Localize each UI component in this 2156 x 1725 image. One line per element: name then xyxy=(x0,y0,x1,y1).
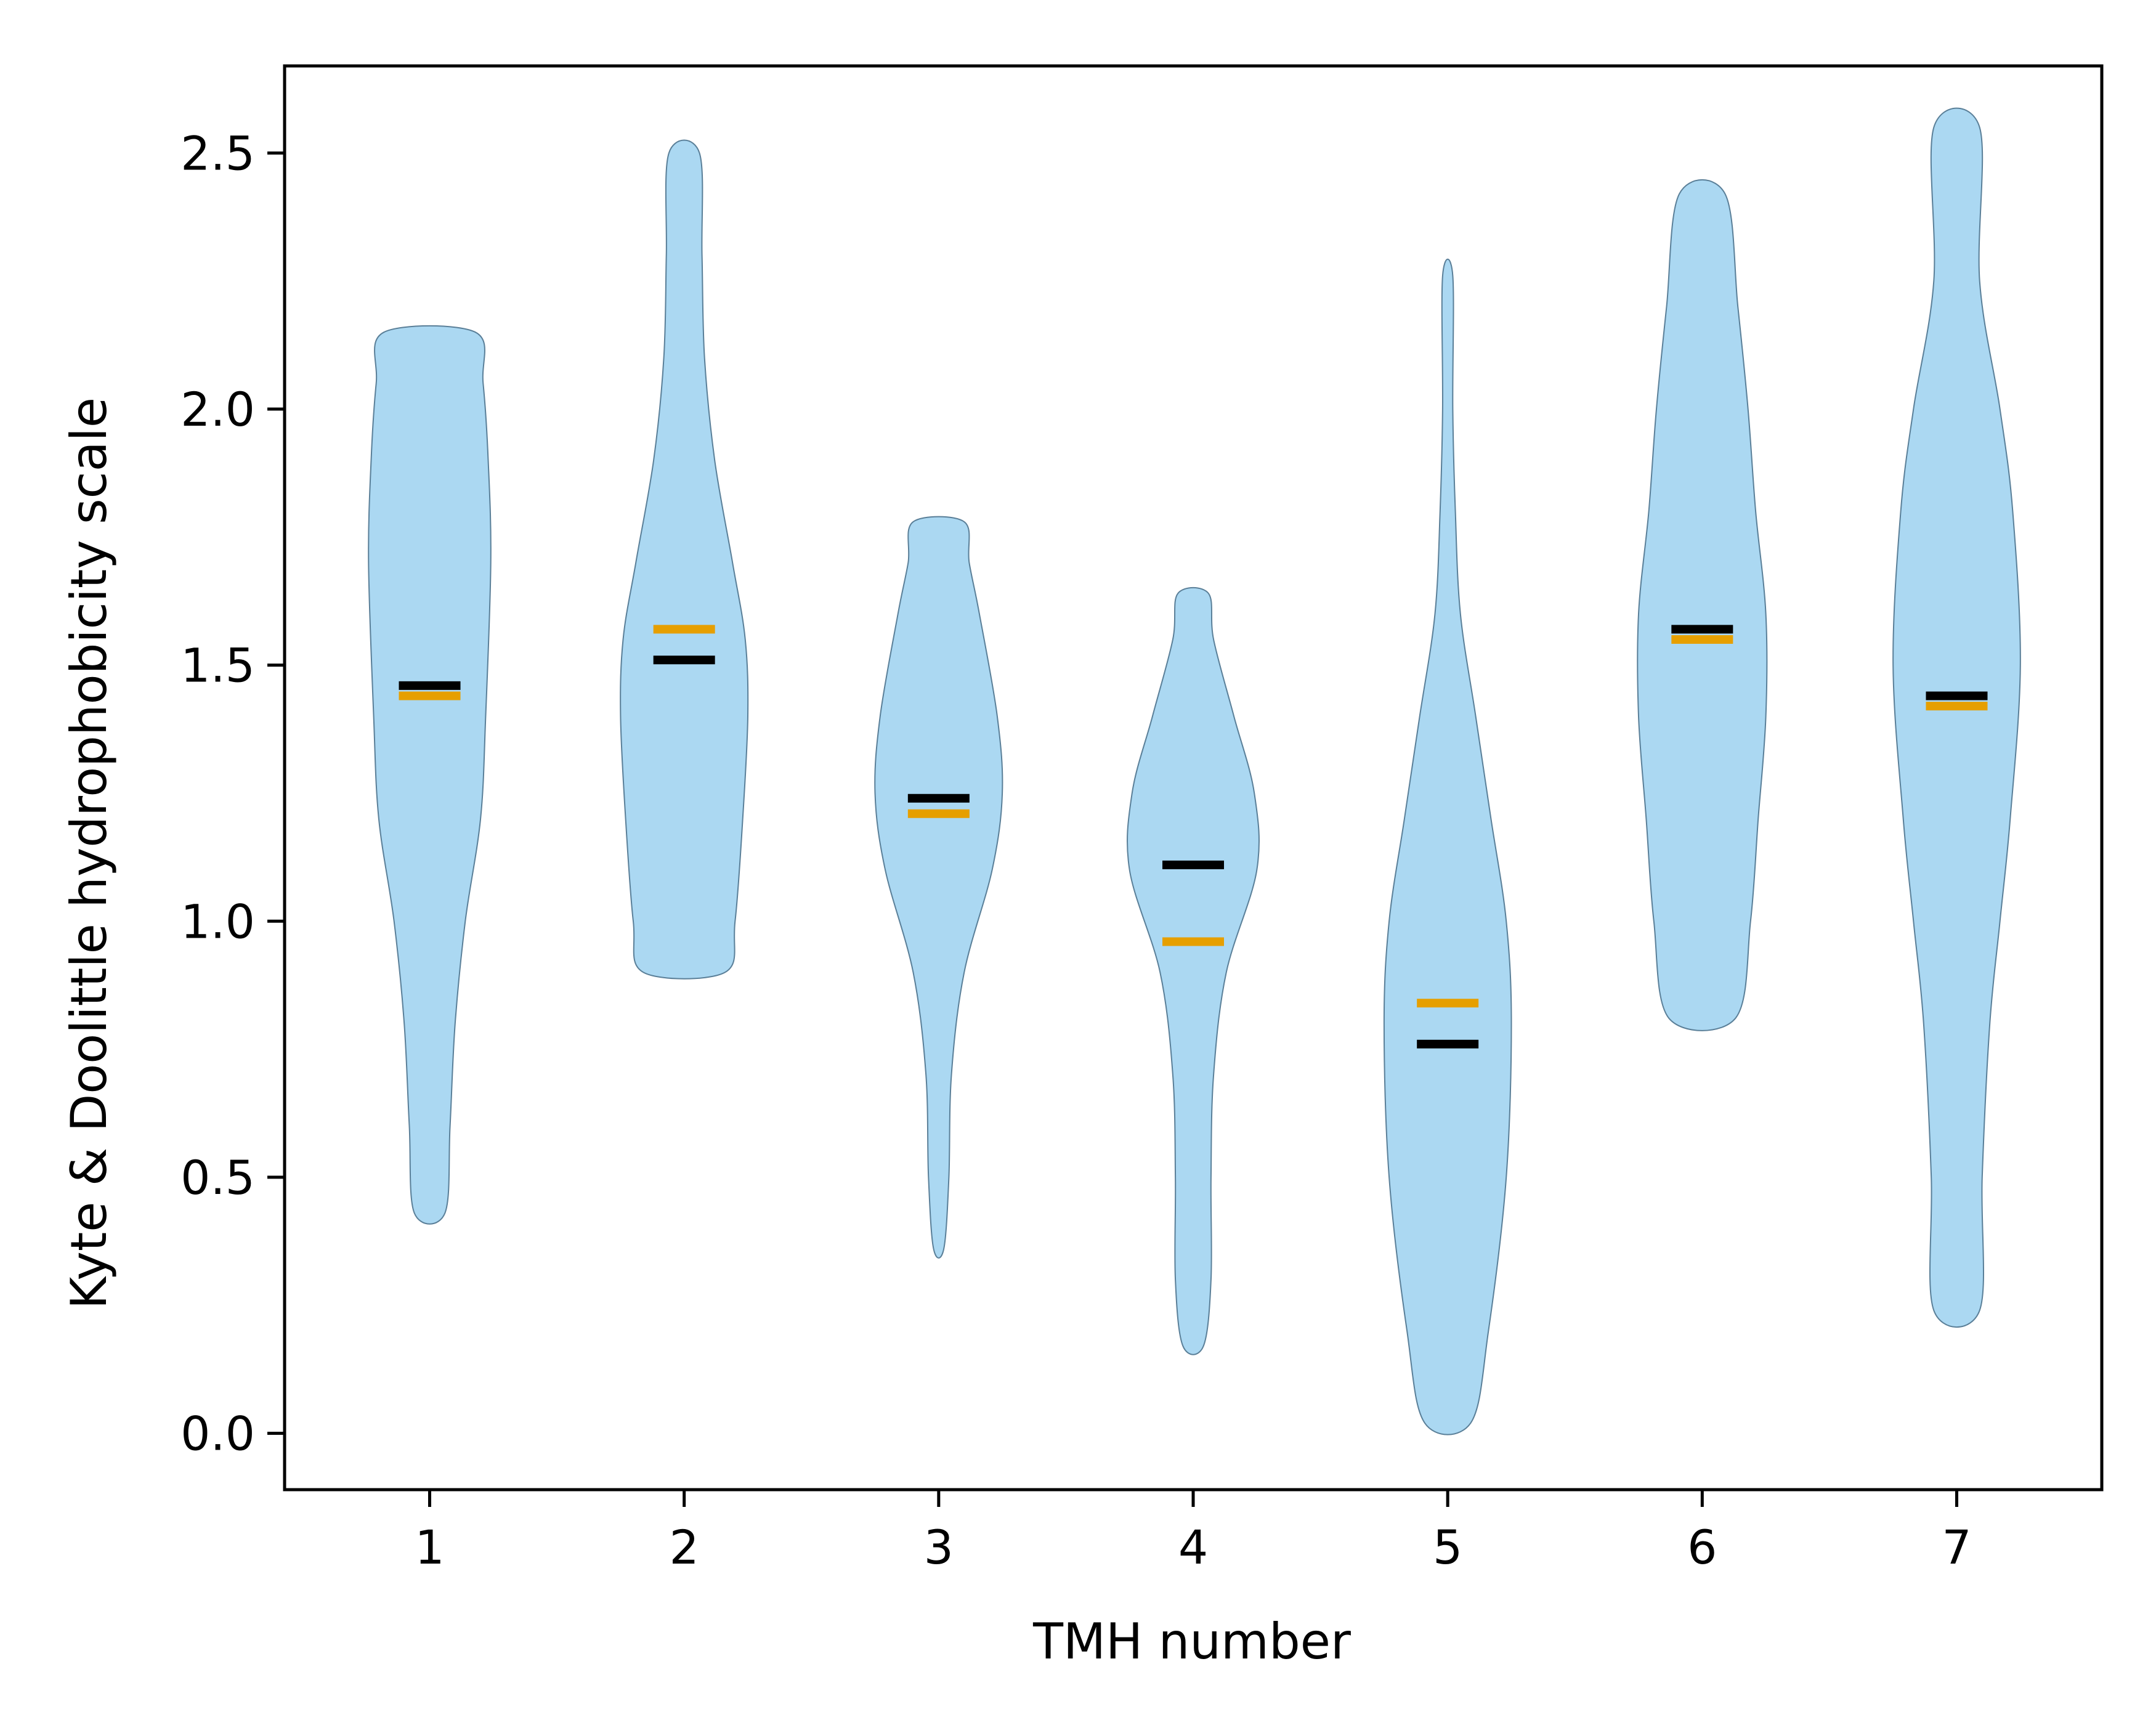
ticks-layer: 1 2 3 4 5 6 7 0.0 0.5 1.0 1.5 2.0 2.5 xyxy=(180,126,1972,1575)
x-tick-label: 4 xyxy=(1178,1520,1208,1575)
markers-layer xyxy=(399,625,1988,1049)
violin-tmh-7 xyxy=(1892,107,2021,1328)
x-axis-title: TMH number xyxy=(1032,1613,1351,1670)
x-tick-label: 1 xyxy=(415,1520,444,1575)
x-tick-label: 3 xyxy=(924,1520,954,1575)
violin-tmh-2 xyxy=(620,139,749,980)
violin-tmh-3 xyxy=(874,516,1003,1259)
y-tick-label: 1.5 xyxy=(180,638,255,693)
y-tick-label: 2.5 xyxy=(180,126,255,181)
x-tick-label: 7 xyxy=(1942,1520,1971,1575)
x-tick-label: 5 xyxy=(1433,1520,1462,1575)
x-tick-label: 2 xyxy=(669,1520,699,1575)
y-tick-label: 0.5 xyxy=(180,1150,255,1205)
y-tick-label: 2.0 xyxy=(180,382,255,437)
violin-tmh-5 xyxy=(1383,258,1512,1435)
violin-tmh-4 xyxy=(1127,586,1260,1355)
y-tick-label: 1.0 xyxy=(180,894,255,949)
y-axis-title: Kyte & Doolittle hydrophobicity scale xyxy=(60,397,118,1309)
y-tick-label: 0.0 xyxy=(180,1406,255,1461)
violin-tmh-1 xyxy=(368,325,492,1225)
x-tick-label: 6 xyxy=(1687,1520,1717,1575)
violin-tmh-6 xyxy=(1637,179,1768,1031)
violins-layer xyxy=(368,107,2021,1435)
